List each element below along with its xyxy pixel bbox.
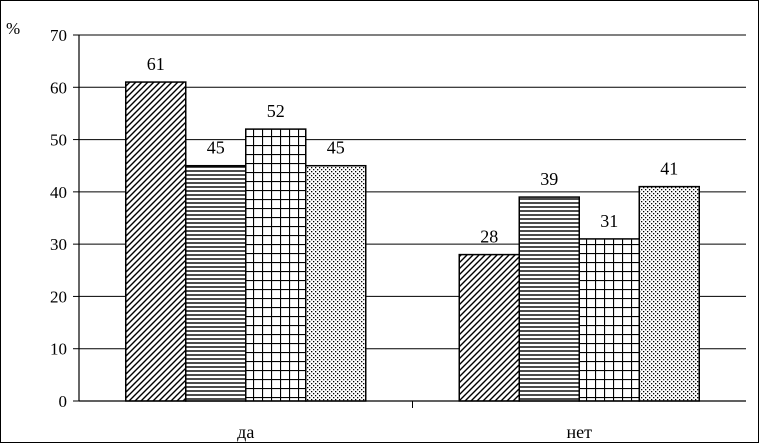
bar-da-series-3 — [245, 128, 307, 402]
bars — [125, 81, 700, 402]
y-tick-label: 60 — [50, 78, 67, 97]
data-label: 28 — [480, 227, 498, 247]
bar-net-series-2 — [518, 196, 580, 402]
y-tick-labels: 0 10 20 30 40 50 60 70 — [50, 26, 79, 411]
y-unit-label: % — [6, 19, 20, 38]
y-tick-label: 50 — [50, 131, 67, 150]
data-label: 31 — [600, 211, 618, 231]
data-label: 52 — [267, 101, 285, 121]
y-tick-label: 70 — [50, 26, 67, 45]
data-label: 41 — [660, 159, 678, 179]
data-label: 61 — [147, 54, 165, 74]
bar-net-series-3 — [578, 238, 640, 402]
bar-net-series-1 — [458, 253, 520, 402]
data-label: 45 — [207, 138, 225, 158]
y-tick-label: 40 — [50, 183, 67, 202]
bar-da-series-4 — [305, 164, 367, 402]
y-tick-label: 20 — [50, 287, 67, 306]
bar-net-series-4 — [638, 185, 700, 402]
y-tick-label: 0 — [59, 392, 68, 411]
bar-da-series-1 — [125, 81, 187, 402]
y-tick-label: 30 — [50, 235, 67, 254]
category-labels: да нет — [237, 401, 592, 442]
bar-da-series-2 — [185, 164, 247, 402]
category-label: нет — [567, 422, 593, 442]
axes — [78, 35, 746, 402]
y-tick-label: 10 — [50, 340, 67, 359]
category-label: да — [237, 422, 254, 442]
data-label: 39 — [540, 169, 558, 189]
data-label: 45 — [327, 138, 345, 158]
data-labels: 61 45 52 45 28 39 31 41 — [147, 54, 679, 247]
